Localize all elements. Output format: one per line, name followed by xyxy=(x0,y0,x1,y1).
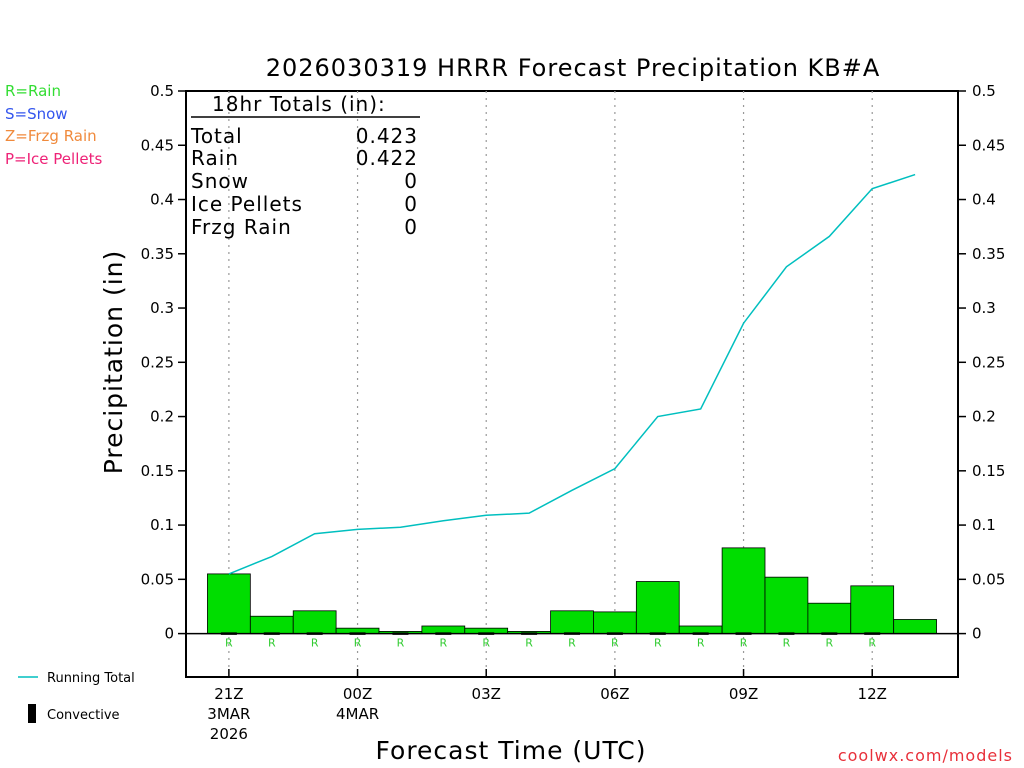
precip-type-label: R xyxy=(568,637,576,650)
precip-type-label: R xyxy=(826,637,834,650)
totals-snow-value: 0 xyxy=(404,169,418,193)
totals-total-value: 0.423 xyxy=(356,124,418,148)
precip-type-label: R xyxy=(697,637,705,650)
y-axis-left: 0 0.05 0.1 0.15 0.2 0.25 0.3 0.35 0.4 0.45 0.5 xyxy=(141,82,186,643)
y-axis-right: 0 0.05 0.1 0.15 0.2 0.25 0.3 0.35 0.4 0.45 0.5 xyxy=(958,82,1005,643)
totals-total-label: Total xyxy=(190,124,243,148)
x-tick-date-label: 3MAR xyxy=(207,705,250,723)
totals-snow-label: Snow xyxy=(191,169,249,193)
y-tick-label-right: 0.4 xyxy=(972,191,996,209)
y-tick-label-right: 0.35 xyxy=(972,245,1005,263)
y-tick-label-left: 0.5 xyxy=(150,82,174,100)
precip-bar xyxy=(249,615,294,634)
y-tick-label-right: 0.25 xyxy=(972,353,1005,371)
precip-type-legend: R=Rain S=Snow Z=Frzg Rain P=Ice Pellets xyxy=(5,82,102,168)
precip-bar xyxy=(893,619,937,634)
precip-bar xyxy=(292,610,337,634)
legend-ice-pellets: P=Ice Pellets xyxy=(5,150,102,168)
y-tick-label-left: 0.4 xyxy=(150,191,174,209)
legend-snow: S=Snow xyxy=(5,105,68,123)
x-tick-year-label: 2026 xyxy=(210,725,248,743)
credit-text: coolwx.com/models xyxy=(838,746,1013,765)
x-tick-label: 03Z xyxy=(472,685,501,703)
totals-ice-pellets-value: 0 xyxy=(404,192,418,216)
precip-type-label: R xyxy=(225,637,233,650)
totals-ice-pellets-label: Ice Pellets xyxy=(191,192,303,216)
precip-bar xyxy=(635,581,680,634)
y-tick-label-left: 0.25 xyxy=(141,353,174,371)
precip-type-label: R xyxy=(440,637,448,650)
precip-type-label: R xyxy=(268,637,276,650)
precip-type-label: R xyxy=(354,637,362,650)
precip-type-label: R xyxy=(482,637,490,650)
y-tick-label-right: 0.15 xyxy=(972,462,1005,480)
x-axis: 21Z 3MAR 2026 00Z 4MAR 03Z 06Z 09Z 12Z xyxy=(207,669,887,743)
running-total-line xyxy=(228,173,916,575)
totals-rain-label: Rain xyxy=(191,146,239,170)
convective-legend-label: Convective xyxy=(47,708,120,723)
x-tick-date-label: 4MAR xyxy=(336,705,379,723)
x-tick-label: 09Z xyxy=(729,685,758,703)
y-tick-label-left: 0.45 xyxy=(141,136,174,154)
bottom-legend: Running Total Convective xyxy=(18,671,135,723)
legend-frzg-rain: Z=Frzg Rain xyxy=(5,127,97,145)
precip-type-label: R xyxy=(311,637,319,650)
y-tick-label-right: 0.2 xyxy=(972,408,996,426)
precip-bar xyxy=(207,573,251,634)
y-tick-label-right: 0.45 xyxy=(972,136,1005,154)
precip-type-label: R xyxy=(611,637,619,650)
precip-bar xyxy=(764,576,809,634)
y-tick-label-right: 0.05 xyxy=(972,570,1005,588)
precip-type-label: R xyxy=(397,637,405,650)
running-total-legend-label: Running Total xyxy=(47,671,135,686)
totals-frzg-rain-value: 0 xyxy=(404,215,418,239)
precip-bar xyxy=(850,585,895,634)
y-tick-label-left: 0.2 xyxy=(150,408,174,426)
legend-rain: R=Rain xyxy=(5,82,61,100)
precip-type-label: R xyxy=(525,637,533,650)
chart-title: 2026030319 HRRR Forecast Precipitation K… xyxy=(266,54,881,82)
precip-bar xyxy=(550,610,594,634)
y-tick-label-left: 0.05 xyxy=(141,570,174,588)
precip-type-label: R xyxy=(740,637,748,650)
precip-bar xyxy=(721,547,766,634)
x-axis-title: Forecast Time (UTC) xyxy=(376,736,647,765)
y-tick-label-right: 0.5 xyxy=(972,82,996,100)
y-tick-label-left: 0.15 xyxy=(141,462,174,480)
y-axis-title: Precipitation (in) xyxy=(99,250,128,475)
precip-type-label: R xyxy=(868,637,876,650)
y-tick-label-right: 0 xyxy=(972,625,982,643)
hourly-precip-bars xyxy=(207,547,937,635)
y-tick-label-right: 0.3 xyxy=(972,299,996,317)
y-tick-label-left: 0.35 xyxy=(141,245,174,263)
y-tick-label-right: 0.1 xyxy=(972,516,996,534)
totals-frzg-rain-label: Frzg Rain xyxy=(191,215,292,239)
totals-box: 18hr Totals (in): Total 0.423 Rain 0.422… xyxy=(190,92,420,239)
running-total-series xyxy=(228,173,916,575)
plot-frame xyxy=(185,90,959,678)
y-tick-label-left: 0.3 xyxy=(150,299,174,317)
precip-bar xyxy=(807,602,852,634)
x-tick-label: 00Z xyxy=(343,685,372,703)
precip-type-label: R xyxy=(783,637,791,650)
totals-heading: 18hr Totals (in): xyxy=(212,92,386,116)
convective-swatch xyxy=(28,704,36,723)
x-tick-label: 06Z xyxy=(600,685,629,703)
x-tick-label: 21Z xyxy=(214,685,243,703)
totals-rain-value: 0.422 xyxy=(356,146,418,170)
x-tick-label: 12Z xyxy=(858,685,887,703)
y-tick-label-left: 0 xyxy=(164,625,174,643)
y-tick-label-left: 0.1 xyxy=(150,516,174,534)
precip-bar xyxy=(593,611,637,634)
precip-type-label: R xyxy=(654,637,662,650)
